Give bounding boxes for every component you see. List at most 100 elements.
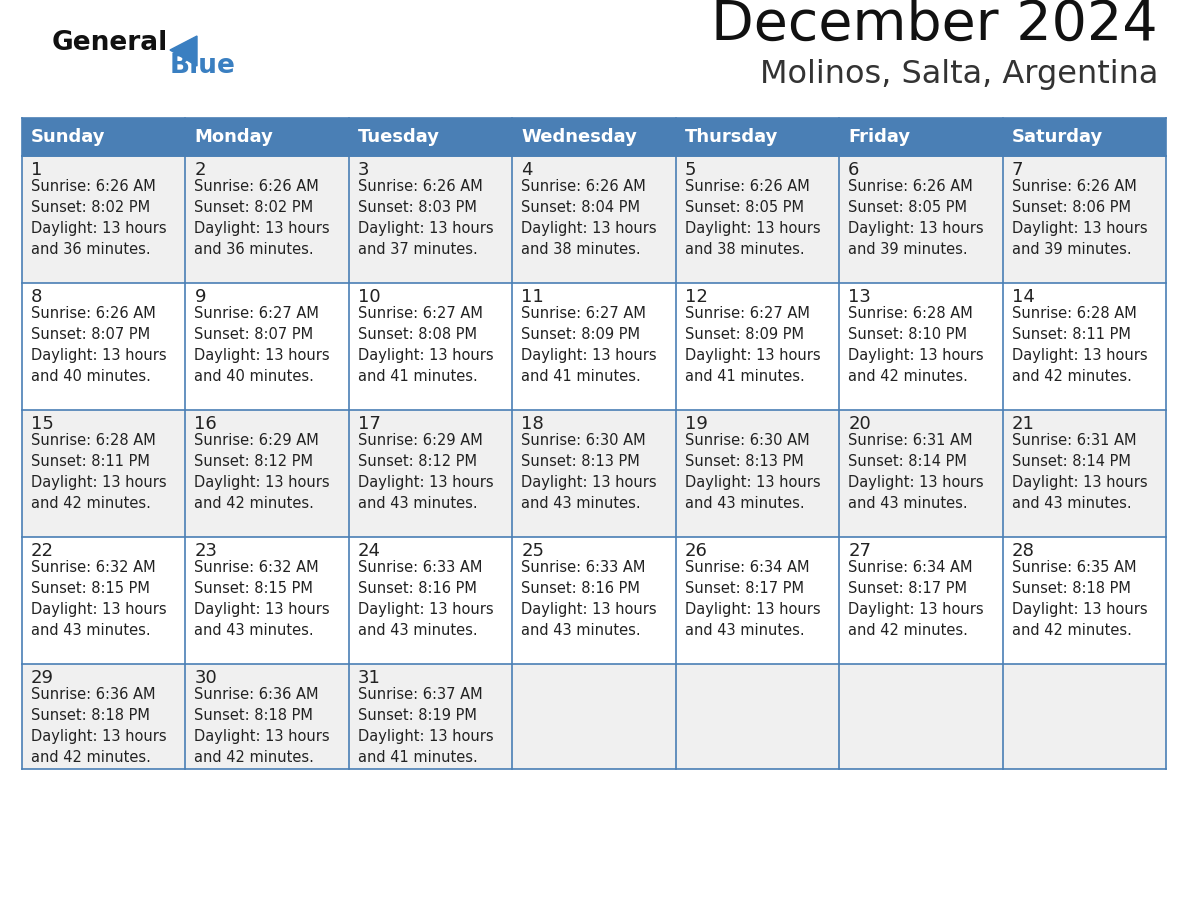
Text: 16: 16 — [195, 415, 217, 433]
Bar — [512, 156, 676, 283]
Bar — [23, 118, 185, 156]
Bar — [512, 537, 676, 664]
Bar — [349, 118, 512, 156]
Text: Sunrise: 6:32 AM
Sunset: 8:15 PM
Daylight: 13 hours
and 43 minutes.: Sunrise: 6:32 AM Sunset: 8:15 PM Dayligh… — [31, 560, 166, 638]
Text: 13: 13 — [848, 288, 871, 306]
Text: Sunrise: 6:26 AM
Sunset: 8:03 PM
Daylight: 13 hours
and 37 minutes.: Sunrise: 6:26 AM Sunset: 8:03 PM Dayligh… — [358, 179, 493, 257]
Bar — [1003, 537, 1165, 664]
Text: 14: 14 — [1011, 288, 1035, 306]
Text: 1: 1 — [31, 161, 43, 179]
Text: Sunrise: 6:27 AM
Sunset: 8:09 PM
Daylight: 13 hours
and 41 minutes.: Sunrise: 6:27 AM Sunset: 8:09 PM Dayligh… — [522, 306, 657, 384]
Text: Wednesday: Wednesday — [522, 128, 637, 146]
Bar — [23, 410, 185, 537]
Bar — [349, 537, 512, 664]
Text: Sunrise: 6:34 AM
Sunset: 8:17 PM
Daylight: 13 hours
and 42 minutes.: Sunrise: 6:34 AM Sunset: 8:17 PM Dayligh… — [848, 560, 984, 638]
Text: Sunrise: 6:26 AM
Sunset: 8:05 PM
Daylight: 13 hours
and 38 minutes.: Sunrise: 6:26 AM Sunset: 8:05 PM Dayligh… — [684, 179, 821, 257]
Bar — [349, 156, 512, 283]
Bar — [676, 664, 839, 769]
Text: Sunrise: 6:33 AM
Sunset: 8:16 PM
Daylight: 13 hours
and 43 minutes.: Sunrise: 6:33 AM Sunset: 8:16 PM Dayligh… — [522, 560, 657, 638]
Text: Sunrise: 6:29 AM
Sunset: 8:12 PM
Daylight: 13 hours
and 42 minutes.: Sunrise: 6:29 AM Sunset: 8:12 PM Dayligh… — [195, 433, 330, 511]
Text: 6: 6 — [848, 161, 859, 179]
Text: Sunrise: 6:31 AM
Sunset: 8:14 PM
Daylight: 13 hours
and 43 minutes.: Sunrise: 6:31 AM Sunset: 8:14 PM Dayligh… — [848, 433, 984, 511]
Bar — [676, 283, 839, 410]
Text: 19: 19 — [684, 415, 708, 433]
Text: 10: 10 — [358, 288, 380, 306]
Bar — [839, 156, 1003, 283]
Text: Sunrise: 6:26 AM
Sunset: 8:06 PM
Daylight: 13 hours
and 39 minutes.: Sunrise: 6:26 AM Sunset: 8:06 PM Dayligh… — [1011, 179, 1148, 257]
Text: 11: 11 — [522, 288, 544, 306]
Text: Saturday: Saturday — [1011, 128, 1102, 146]
Text: 31: 31 — [358, 669, 380, 687]
Text: Sunrise: 6:28 AM
Sunset: 8:10 PM
Daylight: 13 hours
and 42 minutes.: Sunrise: 6:28 AM Sunset: 8:10 PM Dayligh… — [848, 306, 984, 384]
Text: 15: 15 — [31, 415, 53, 433]
Bar — [23, 537, 185, 664]
Bar — [185, 664, 349, 769]
Text: General: General — [52, 30, 169, 56]
Text: Sunrise: 6:33 AM
Sunset: 8:16 PM
Daylight: 13 hours
and 43 minutes.: Sunrise: 6:33 AM Sunset: 8:16 PM Dayligh… — [358, 560, 493, 638]
Text: Sunrise: 6:26 AM
Sunset: 8:02 PM
Daylight: 13 hours
and 36 minutes.: Sunrise: 6:26 AM Sunset: 8:02 PM Dayligh… — [31, 179, 166, 257]
Text: 26: 26 — [684, 542, 708, 560]
Text: Sunrise: 6:37 AM
Sunset: 8:19 PM
Daylight: 13 hours
and 41 minutes.: Sunrise: 6:37 AM Sunset: 8:19 PM Dayligh… — [358, 687, 493, 765]
Text: Sunrise: 6:26 AM
Sunset: 8:02 PM
Daylight: 13 hours
and 36 minutes.: Sunrise: 6:26 AM Sunset: 8:02 PM Dayligh… — [195, 179, 330, 257]
Text: Sunrise: 6:28 AM
Sunset: 8:11 PM
Daylight: 13 hours
and 42 minutes.: Sunrise: 6:28 AM Sunset: 8:11 PM Dayligh… — [31, 433, 166, 511]
Bar — [185, 118, 349, 156]
Text: Blue: Blue — [170, 53, 236, 79]
Text: Sunrise: 6:27 AM
Sunset: 8:09 PM
Daylight: 13 hours
and 41 minutes.: Sunrise: 6:27 AM Sunset: 8:09 PM Dayligh… — [684, 306, 821, 384]
Text: Sunrise: 6:28 AM
Sunset: 8:11 PM
Daylight: 13 hours
and 42 minutes.: Sunrise: 6:28 AM Sunset: 8:11 PM Dayligh… — [1011, 306, 1148, 384]
Text: 7: 7 — [1011, 161, 1023, 179]
Text: December 2024: December 2024 — [712, 0, 1158, 52]
Text: 12: 12 — [684, 288, 708, 306]
Text: 24: 24 — [358, 542, 381, 560]
Bar — [185, 410, 349, 537]
Bar — [676, 410, 839, 537]
Bar — [349, 410, 512, 537]
Bar — [1003, 156, 1165, 283]
Text: 21: 21 — [1011, 415, 1035, 433]
Bar — [676, 156, 839, 283]
Text: 8: 8 — [31, 288, 43, 306]
Text: Sunrise: 6:26 AM
Sunset: 8:04 PM
Daylight: 13 hours
and 38 minutes.: Sunrise: 6:26 AM Sunset: 8:04 PM Dayligh… — [522, 179, 657, 257]
Text: 22: 22 — [31, 542, 53, 560]
Text: Friday: Friday — [848, 128, 910, 146]
Bar — [839, 283, 1003, 410]
Bar — [185, 537, 349, 664]
Polygon shape — [170, 36, 197, 66]
Bar — [839, 118, 1003, 156]
Text: 23: 23 — [195, 542, 217, 560]
Text: Sunrise: 6:26 AM
Sunset: 8:07 PM
Daylight: 13 hours
and 40 minutes.: Sunrise: 6:26 AM Sunset: 8:07 PM Dayligh… — [31, 306, 166, 384]
Text: 30: 30 — [195, 669, 217, 687]
Text: Monday: Monday — [195, 128, 273, 146]
Text: Sunrise: 6:34 AM
Sunset: 8:17 PM
Daylight: 13 hours
and 43 minutes.: Sunrise: 6:34 AM Sunset: 8:17 PM Dayligh… — [684, 560, 821, 638]
Text: Sunrise: 6:27 AM
Sunset: 8:08 PM
Daylight: 13 hours
and 41 minutes.: Sunrise: 6:27 AM Sunset: 8:08 PM Dayligh… — [358, 306, 493, 384]
Text: 2: 2 — [195, 161, 206, 179]
Bar — [512, 283, 676, 410]
Bar — [1003, 118, 1165, 156]
Text: Sunrise: 6:31 AM
Sunset: 8:14 PM
Daylight: 13 hours
and 43 minutes.: Sunrise: 6:31 AM Sunset: 8:14 PM Dayligh… — [1011, 433, 1148, 511]
Text: 3: 3 — [358, 161, 369, 179]
Bar — [1003, 664, 1165, 769]
Bar — [839, 410, 1003, 537]
Bar — [349, 664, 512, 769]
Bar — [1003, 410, 1165, 537]
Text: 25: 25 — [522, 542, 544, 560]
Text: Thursday: Thursday — [684, 128, 778, 146]
Bar — [349, 283, 512, 410]
Text: 18: 18 — [522, 415, 544, 433]
Text: Molinos, Salta, Argentina: Molinos, Salta, Argentina — [759, 59, 1158, 90]
Text: 28: 28 — [1011, 542, 1035, 560]
Text: Sunrise: 6:30 AM
Sunset: 8:13 PM
Daylight: 13 hours
and 43 minutes.: Sunrise: 6:30 AM Sunset: 8:13 PM Dayligh… — [684, 433, 821, 511]
Bar — [512, 118, 676, 156]
Bar — [23, 156, 185, 283]
Text: Sunrise: 6:29 AM
Sunset: 8:12 PM
Daylight: 13 hours
and 43 minutes.: Sunrise: 6:29 AM Sunset: 8:12 PM Dayligh… — [358, 433, 493, 511]
Text: Sunrise: 6:32 AM
Sunset: 8:15 PM
Daylight: 13 hours
and 43 minutes.: Sunrise: 6:32 AM Sunset: 8:15 PM Dayligh… — [195, 560, 330, 638]
Bar — [185, 283, 349, 410]
Bar — [512, 410, 676, 537]
Text: Sunrise: 6:26 AM
Sunset: 8:05 PM
Daylight: 13 hours
and 39 minutes.: Sunrise: 6:26 AM Sunset: 8:05 PM Dayligh… — [848, 179, 984, 257]
Bar — [185, 156, 349, 283]
Bar — [676, 537, 839, 664]
Text: 5: 5 — [684, 161, 696, 179]
Text: 20: 20 — [848, 415, 871, 433]
Text: Sunrise: 6:36 AM
Sunset: 8:18 PM
Daylight: 13 hours
and 42 minutes.: Sunrise: 6:36 AM Sunset: 8:18 PM Dayligh… — [195, 687, 330, 765]
Text: Sunrise: 6:35 AM
Sunset: 8:18 PM
Daylight: 13 hours
and 42 minutes.: Sunrise: 6:35 AM Sunset: 8:18 PM Dayligh… — [1011, 560, 1148, 638]
Bar — [23, 283, 185, 410]
